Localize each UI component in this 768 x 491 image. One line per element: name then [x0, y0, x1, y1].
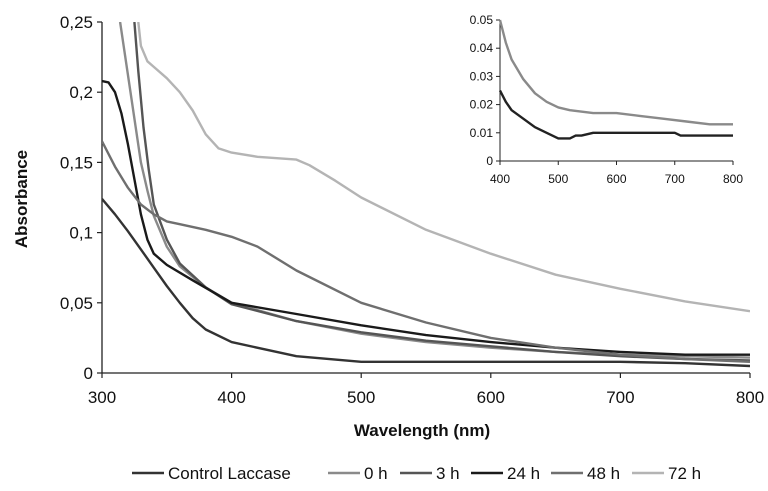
- series-line-5: [137, 22, 750, 313]
- y-tick-label: 0,25: [60, 13, 93, 32]
- series-line-4: [102, 140, 750, 363]
- main-plot: 0 0,05 0,1 0,15 0,2 0,25 300 400 500 600 700 800: [60, 13, 764, 407]
- y-tick-label: 0,05: [60, 294, 93, 313]
- x-tick-label: 700: [606, 388, 634, 407]
- x-axis-title: Wavelength (nm): [354, 421, 490, 440]
- x-tick-label: 300: [88, 388, 116, 407]
- legend-label-4: 48 h: [587, 464, 620, 483]
- y-axis-title: Absorbance: [12, 150, 31, 248]
- inset-y-tick-label: 0.05: [470, 13, 494, 27]
- series-line-0: [102, 198, 750, 368]
- legend-label-0: Control Laccase: [168, 464, 291, 483]
- inset-y-tick-label: 0: [486, 154, 493, 168]
- inset-y-tick-label: 0.03: [470, 69, 494, 83]
- x-tick-label: 600: [477, 388, 505, 407]
- x-tick-label: 400: [217, 388, 245, 407]
- inset-plot: 0 0.01 0.02 0.03 0.04 0.05 400 500 600 700 800: [452, 8, 750, 200]
- legend-label-5: 72 h: [668, 464, 701, 483]
- inset-y-tick-label: 0.01: [470, 126, 494, 140]
- inset-x-tick-label: 400: [490, 172, 510, 186]
- legend-label-1: 0 h: [364, 464, 388, 483]
- legend: Control Laccase 0 h 3 h 24 h 48 h 72 h: [132, 464, 701, 483]
- inset-x-tick-label: 800: [723, 172, 743, 186]
- inset-x-tick-label: 700: [665, 172, 685, 186]
- inset-series-line-0: [498, 89, 733, 140]
- inset-series-line-1: [498, 19, 733, 126]
- legend-label-3: 24 h: [507, 464, 540, 483]
- series-line-2: [133, 22, 750, 362]
- y-tick-label: 0: [84, 364, 93, 383]
- inset-x-tick-label: 500: [548, 172, 568, 186]
- x-tick-label: 500: [347, 388, 375, 407]
- legend-label-2: 3 h: [436, 464, 460, 483]
- x-tick-label: 800: [736, 388, 764, 407]
- inset-y-tick-label: 0.04: [470, 41, 494, 55]
- series-lines: [102, 22, 750, 368]
- inset-background: [452, 8, 750, 200]
- inset-x-tick-label: 600: [606, 172, 626, 186]
- inset-y-tick-label: 0.02: [470, 98, 494, 112]
- y-tick-label: 0,15: [60, 153, 93, 172]
- y-tick-label: 0,2: [69, 83, 93, 102]
- y-tick-label: 0,1: [69, 224, 93, 243]
